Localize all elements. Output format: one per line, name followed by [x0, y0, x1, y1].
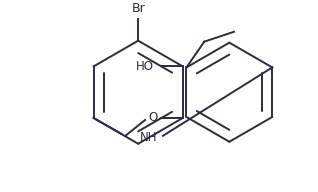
Text: Br: Br [131, 2, 145, 16]
Text: NH: NH [140, 131, 158, 144]
Text: O: O [149, 112, 158, 124]
Text: HO: HO [136, 60, 154, 73]
